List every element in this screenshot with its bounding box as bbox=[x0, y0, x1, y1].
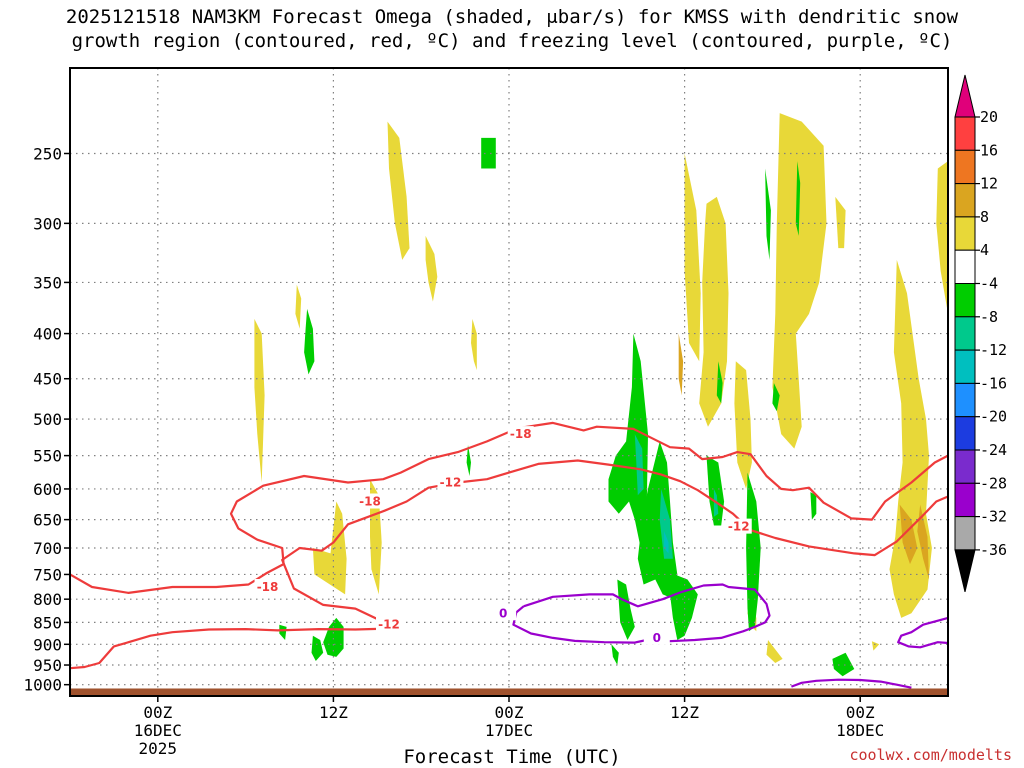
ytick-label-900: 900 bbox=[33, 635, 62, 654]
ytick-label-400: 400 bbox=[33, 325, 62, 344]
colorbar-bin-0 bbox=[955, 117, 975, 150]
ytick-label-550: 550 bbox=[33, 447, 62, 466]
xtick-date-2: 17DEC bbox=[485, 721, 533, 740]
dgz-minus12-label-1: -12 bbox=[728, 520, 750, 534]
dgz-minus18-label-0: -18 bbox=[359, 495, 381, 509]
ytick-label-800: 800 bbox=[33, 590, 62, 609]
colorbar-label-12: -32 bbox=[980, 508, 1007, 526]
ascent-region-4 bbox=[471, 319, 477, 370]
xtick-label-1: 12Z bbox=[319, 703, 348, 722]
colorbar-label-3: 8 bbox=[980, 208, 989, 226]
dgz-minus12-label-2: -12 bbox=[378, 618, 400, 632]
colorbar-top-arrow bbox=[955, 75, 975, 117]
colorbar-bin-10 bbox=[955, 450, 975, 483]
colorbar-bin-4 bbox=[955, 250, 975, 283]
colorbar-bin-7 bbox=[955, 350, 975, 383]
ascent-region-7 bbox=[699, 197, 728, 427]
descent-region-35 bbox=[810, 492, 816, 519]
ascent-region-14 bbox=[936, 161, 948, 314]
ascent-region-2 bbox=[295, 285, 301, 329]
descent-region-22 bbox=[304, 309, 314, 375]
descent-region-34 bbox=[611, 644, 618, 665]
colorbar-label-2: 12 bbox=[980, 175, 998, 193]
colorbar-bin-8 bbox=[955, 383, 975, 416]
colorbar-label-1: 16 bbox=[980, 141, 998, 159]
descent-region-38 bbox=[312, 636, 324, 661]
ground-surface bbox=[70, 688, 948, 696]
ascent-region-9 bbox=[734, 361, 752, 489]
colorbar-label-6: -8 bbox=[980, 308, 998, 326]
freezing-upper bbox=[513, 585, 769, 643]
colorbar-label-0: 20 bbox=[980, 108, 998, 126]
colorbar-label-4: 4 bbox=[980, 241, 989, 259]
ascent-region-3 bbox=[254, 319, 264, 483]
freezing-surface bbox=[791, 680, 911, 688]
xtick-label-4: 00Z bbox=[846, 703, 875, 722]
dgz-minus18-label-1: -18 bbox=[510, 427, 532, 441]
ascent-region-18 bbox=[679, 334, 683, 396]
ytick-label-300: 300 bbox=[33, 214, 62, 233]
ascent-region-11 bbox=[835, 197, 845, 248]
colorbar-bin-2 bbox=[955, 184, 975, 217]
colorbar-bin-9 bbox=[955, 417, 975, 450]
dgz-minus18-label-2: -18 bbox=[257, 580, 279, 594]
freezing-upper-label-1: 0 bbox=[653, 631, 661, 645]
descent-region-26 bbox=[609, 334, 649, 548]
ascent-region-8 bbox=[685, 154, 701, 362]
xtick-date-0: 16DEC bbox=[134, 721, 182, 740]
xtick-label-3: 12Z bbox=[670, 703, 699, 722]
colorbar-label-13: -36 bbox=[980, 541, 1007, 559]
ytick-label-650: 650 bbox=[33, 511, 62, 530]
colorbar-bin-3 bbox=[955, 217, 975, 250]
dgz-minus12-label-0: -12 bbox=[440, 476, 462, 490]
ascent-region-0 bbox=[388, 122, 410, 260]
colorbar-label-9: -20 bbox=[980, 408, 1007, 426]
colorbar-bottom-arrow bbox=[955, 550, 975, 592]
colorbar-bin-5 bbox=[955, 284, 975, 317]
ytick-label-450: 450 bbox=[33, 370, 62, 389]
chart-canvas: -18 -18 -18 -12 -12 -12 0 0 250 300 350 400 450 500 5… bbox=[0, 0, 1024, 768]
descent-region-28 bbox=[617, 580, 635, 641]
colorbar-label-8: -16 bbox=[980, 374, 1007, 392]
ascent-region-16 bbox=[767, 640, 783, 663]
colorbar-label-11: -28 bbox=[980, 474, 1007, 492]
ground bbox=[70, 688, 948, 696]
descent-region-32 bbox=[765, 169, 771, 260]
colorbar: 20 16 12 8 4 -4 -8 -12 -16 -20 -24 -28 -32 -36 bbox=[955, 75, 1007, 592]
ascent-region-10 bbox=[772, 113, 826, 449]
ytick-label-750: 750 bbox=[33, 565, 62, 584]
ascent-region-17 bbox=[872, 641, 879, 650]
omega-shading bbox=[254, 113, 948, 676]
colorbar-bin-12 bbox=[955, 517, 975, 550]
ytick-label-1000: 1000 bbox=[23, 676, 62, 695]
descent-region-21 bbox=[481, 138, 496, 169]
descent-region-37 bbox=[279, 625, 286, 640]
ascent-region-1 bbox=[426, 236, 438, 302]
ytick-label-350: 350 bbox=[33, 273, 62, 292]
xtick-date-4: 18DEC bbox=[836, 721, 884, 740]
colorbar-bin-1 bbox=[955, 150, 975, 183]
ytick-label-250: 250 bbox=[33, 144, 62, 163]
xtick-label-2: 00Z bbox=[495, 703, 524, 722]
descent-region-29 bbox=[670, 574, 698, 640]
ytick-label-500: 500 bbox=[33, 410, 62, 429]
ytick-label-600: 600 bbox=[33, 480, 62, 499]
dgz-minus12 bbox=[70, 461, 948, 669]
ascent-region-5 bbox=[313, 502, 347, 595]
colorbar-label-5: -4 bbox=[980, 275, 998, 293]
colorbar-label-7: -12 bbox=[980, 341, 1007, 359]
ytick-label-850: 850 bbox=[33, 613, 62, 632]
colorbar-bin-11 bbox=[955, 483, 975, 516]
ytick-label-700: 700 bbox=[33, 539, 62, 558]
credit-text[interactable]: coolwx.com/modelts bbox=[849, 746, 1012, 764]
colorbar-label-10: -24 bbox=[980, 441, 1007, 459]
descent-region-31 bbox=[746, 473, 761, 632]
y-axis-ticks: 250 300 350 400 450 500 550 600 650 700 750 800 850 9… bbox=[23, 144, 70, 694]
freezing-upper-label-0: 0 bbox=[499, 606, 507, 620]
ytick-label-950: 950 bbox=[33, 656, 62, 675]
colorbar-bin-6 bbox=[955, 317, 975, 350]
xtick-label-0: 00Z bbox=[143, 703, 172, 722]
